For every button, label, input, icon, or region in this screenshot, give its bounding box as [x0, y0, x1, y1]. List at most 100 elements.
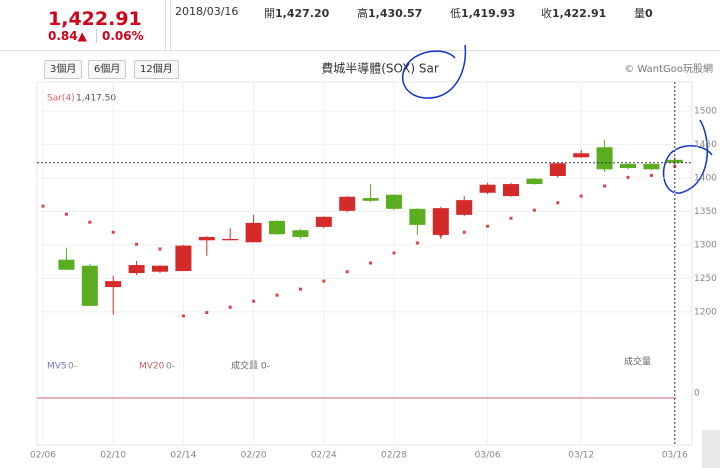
x-tick-label: 02/10: [100, 451, 126, 461]
volume-axis-label: 成交量: [624, 356, 651, 368]
sar-dot: [486, 224, 490, 228]
change: 0.84▲: [48, 29, 87, 43]
candle-body: [269, 220, 285, 235]
sar-dot: [345, 270, 349, 274]
close: 1,422.91: [552, 7, 607, 20]
sar-dot: [158, 247, 162, 251]
candle-body: [666, 159, 683, 163]
annotation-circle: [662, 119, 713, 194]
open-label: 開: [264, 7, 275, 20]
sar-dot: [322, 279, 326, 283]
candle-body: [198, 236, 215, 241]
sar-dot: [41, 204, 45, 208]
y-tick-label: 1350: [694, 207, 717, 217]
range-button[interactable]: 12個月: [134, 60, 179, 79]
sar-dot: [252, 299, 256, 303]
change-pct: 0.06%: [96, 29, 144, 43]
mv5-value: 0-: [68, 362, 77, 372]
sar-dot: [392, 251, 396, 255]
sar-dot: [626, 175, 630, 179]
candle-body: [362, 198, 379, 201]
candle-body: [409, 208, 426, 225]
candle-body: [105, 281, 122, 288]
candle-body: [620, 163, 636, 168]
indicator-name: Sar(4): [47, 94, 75, 104]
sar-dot: [205, 311, 209, 315]
candle-body: [81, 265, 98, 306]
close-label: 收: [541, 7, 552, 20]
separator: [165, 0, 166, 50]
sar-dot: [462, 230, 466, 234]
high-label: 高: [357, 7, 368, 20]
plot-frame: [36, 81, 693, 446]
sar-dot: [369, 261, 373, 265]
candle-body: [596, 147, 613, 170]
chart-title: 費城半導體(SOX) Sar: [321, 61, 439, 76]
candle-body: [643, 163, 660, 170]
volume-label: 成交量 0-: [231, 360, 270, 372]
candle-body: [339, 196, 356, 211]
indicator-value: 1,417.50: [76, 94, 116, 104]
candle-body: [479, 184, 496, 193]
open: 1,427.20: [275, 7, 330, 20]
y-tick-label: 1200: [694, 307, 717, 317]
x-tick-label: 03/16: [662, 451, 688, 461]
x-tick-label: 02/14: [170, 451, 196, 461]
sar-dot: [88, 220, 92, 224]
mv20-value: 0-: [166, 362, 175, 372]
mv5-label: MV5: [47, 362, 67, 372]
source: © WantGoo玩股網: [624, 62, 713, 75]
sar-dot: [181, 314, 185, 318]
last-price: 1,422.91: [48, 8, 142, 30]
range-button[interactable]: 6個月: [88, 60, 127, 79]
sar-dot: [275, 293, 279, 297]
candle-body: [549, 163, 566, 177]
candle-body: [503, 184, 519, 197]
candle-body: [526, 178, 543, 185]
sar-dot: [135, 242, 139, 246]
candle-body: [315, 216, 332, 227]
volume-label: 量: [634, 7, 645, 20]
candle-body: [58, 259, 75, 270]
annotation-circle: [401, 44, 467, 99]
sar-dot: [298, 287, 302, 291]
candle-body: [245, 222, 262, 243]
range-button[interactable]: 3個月: [44, 60, 83, 79]
low: 1,419.93: [461, 7, 516, 20]
candle-body: [292, 230, 309, 237]
candle-body: [128, 265, 145, 274]
quote-header: 1,422.91 0.84▲ 0.06% 2018/03/16 開1,427.2…: [0, 0, 720, 51]
sar-dot: [415, 241, 419, 245]
y-tick-label: 1400: [694, 174, 717, 184]
sar-dot: [579, 194, 583, 198]
sar-dot: [509, 216, 513, 220]
sar-dot: [228, 305, 232, 309]
sar-dot: [603, 184, 607, 188]
x-tick-label: 03/12: [568, 451, 594, 461]
y-tick-label: 1250: [694, 274, 717, 284]
y-tick-label: 1450: [694, 140, 717, 150]
x-tick-label: 03/06: [475, 451, 501, 461]
separator: [170, 0, 171, 50]
candle-body: [222, 238, 239, 241]
y-tick-label: 1300: [694, 240, 717, 250]
x-tick-label: 02/20: [241, 451, 267, 461]
sar-dot: [556, 201, 560, 205]
sar-dot: [649, 173, 653, 177]
scrollbar: [702, 430, 720, 468]
low-label: 低: [450, 7, 461, 20]
candle-body: [573, 153, 590, 158]
y-tick-label: 1500: [694, 107, 717, 117]
candle-body: [386, 194, 402, 209]
sar-dot: [64, 212, 68, 216]
sar-dot: [111, 230, 115, 234]
mv20-label: MV20: [139, 362, 165, 372]
x-tick-label: 02/28: [381, 451, 407, 461]
candle-body: [432, 208, 449, 235]
x-tick-label: 02/24: [311, 451, 337, 461]
volume: 0: [645, 7, 653, 20]
high: 1,430.57: [368, 7, 423, 20]
candle-body: [175, 245, 192, 272]
